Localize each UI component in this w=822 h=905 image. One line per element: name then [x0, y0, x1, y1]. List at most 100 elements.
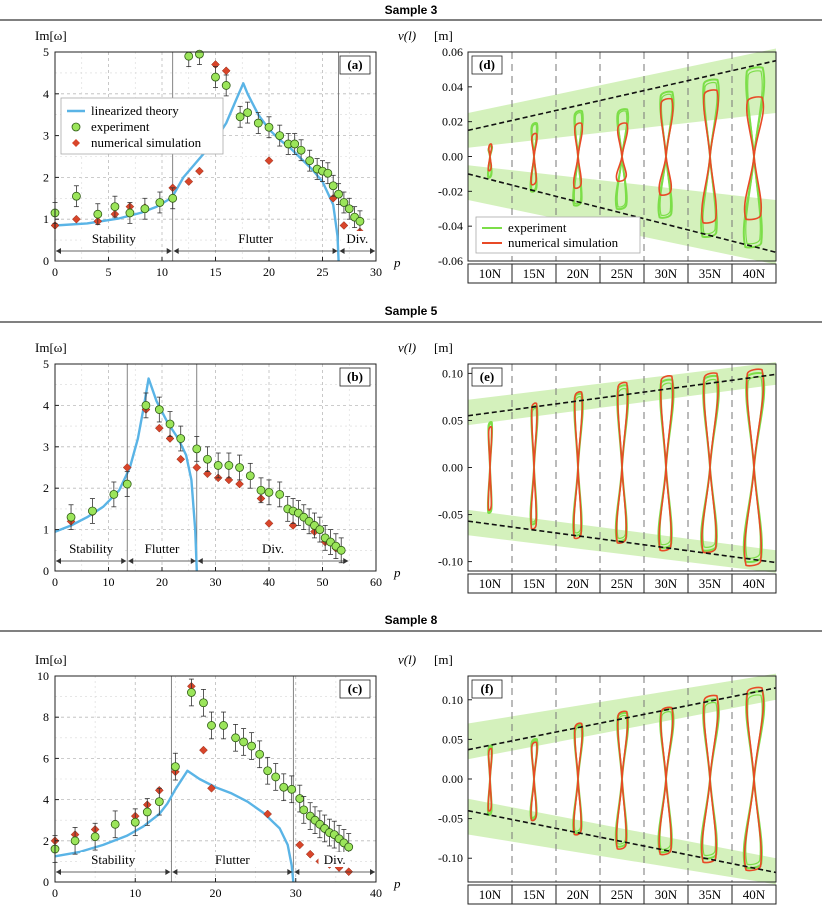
- experiment-point: [154, 405, 164, 414]
- y-tick-label: 3: [43, 440, 49, 454]
- experiment-point: [142, 807, 152, 817]
- panel-label-box: [471, 55, 503, 75]
- x-tick-label: 30: [290, 886, 302, 900]
- experiment-point: [154, 797, 164, 807]
- experiment-point: [275, 131, 285, 141]
- panel-label: (e): [480, 369, 494, 384]
- experiment-point: [296, 145, 306, 155]
- experiment-point: [195, 49, 204, 59]
- chart-panel-a: 0 5 10 15 20 25 30 0 1 2 3 4 5 Im[ω] p (a) Stability Flut…: [35, 28, 401, 279]
- region-label-bg: [135, 541, 189, 556]
- experiment-point: [247, 741, 257, 751]
- y-tick-label: 0: [43, 254, 49, 268]
- x-tick-label: 30: [370, 265, 382, 279]
- simulation-orbit: [743, 96, 765, 221]
- simulation-point: [264, 156, 274, 166]
- x-tick-label: 5: [106, 265, 112, 279]
- y-axis-unit: [m]: [434, 652, 453, 667]
- region-label: Div.: [324, 852, 346, 867]
- load-label: 40N: [743, 887, 766, 902]
- simulation-point: [264, 519, 274, 528]
- row-title-sample-5: Sample 5: [385, 304, 438, 318]
- experiment-point: [305, 156, 315, 166]
- region-arrowhead: [370, 248, 375, 254]
- simulation-orbit: [701, 372, 719, 554]
- load-label: 35N: [699, 576, 722, 591]
- simulation-orbit: [487, 747, 493, 812]
- experiment-point: [110, 202, 120, 212]
- legend-label-simulation: numerical simulation: [91, 135, 202, 150]
- simulation-point: [207, 783, 216, 793]
- load-label: 10N: [479, 266, 502, 281]
- load-cell: [731, 573, 777, 594]
- chart-panel-c: 0 10 20 30 40 0 2 4 6 8 10 Im[ω] p (c) Stability Flutte…: [35, 652, 401, 900]
- y-tick-label: 8: [43, 710, 49, 724]
- y-tick-label: 3: [43, 129, 49, 143]
- experiment-point: [221, 81, 231, 90]
- region-arrowhead: [173, 248, 179, 254]
- simulation-orbit: [487, 425, 493, 511]
- x-tick-label: 0: [52, 265, 58, 279]
- experiment-point: [170, 762, 180, 772]
- experiment-point: [264, 122, 274, 132]
- x-tick-label: 10: [129, 886, 141, 900]
- experiment-point: [207, 721, 216, 730]
- experiment-point: [203, 454, 212, 464]
- experiment-point: [224, 461, 234, 470]
- upper-band: [468, 48, 776, 148]
- load-cell: [731, 263, 777, 284]
- y-tick-label: 1: [43, 523, 49, 537]
- legend-label-experiment: experiment: [91, 119, 150, 134]
- experiment-point: [279, 782, 289, 792]
- experiment-point: [315, 525, 325, 534]
- region-label: Div.: [346, 231, 368, 246]
- y-tick-label: -0.05: [438, 508, 463, 522]
- legend-box: [475, 216, 641, 254]
- region-arrowhead: [166, 248, 172, 254]
- simulation-point: [199, 745, 208, 755]
- experiment-point: [88, 506, 97, 516]
- region-label-bg: [229, 231, 282, 246]
- y-tick-label: 5: [43, 357, 49, 371]
- x-tick-label: 10: [156, 265, 168, 279]
- region-label: Flutter: [215, 852, 250, 867]
- simulation-orbit: [615, 122, 629, 183]
- row-header-3: Sample 8: [0, 613, 822, 632]
- load-label: 20N: [567, 887, 590, 902]
- panel-label-box: [471, 679, 503, 699]
- lower-band: [468, 165, 776, 265]
- region-label: Stability: [91, 852, 136, 867]
- experiment-point: [287, 784, 297, 794]
- experiment-point: [275, 490, 285, 499]
- simulation-point: [339, 221, 349, 230]
- simulation-orbit: [701, 694, 719, 864]
- y-tick-label: 1: [43, 212, 49, 226]
- experiment-point: [66, 512, 76, 522]
- experiment-point: [125, 208, 135, 218]
- x-tick-label: 60: [370, 575, 382, 589]
- experiment-point: [192, 444, 202, 454]
- y-tick-label: 2: [43, 481, 49, 495]
- load-label: 25N: [611, 266, 634, 281]
- panel-label: (b): [347, 369, 363, 384]
- x-tick-label: 10: [103, 575, 115, 589]
- region-arrowhead: [172, 869, 178, 875]
- y-tick-label: 5: [43, 45, 49, 59]
- load-label: 40N: [743, 576, 766, 591]
- region-arrowhead: [197, 558, 203, 564]
- panel-label-box: [339, 679, 371, 699]
- lower-envelope: [467, 520, 777, 564]
- y-tick-label: 0.00: [442, 772, 463, 786]
- load-label: 25N: [611, 887, 634, 902]
- load-label: 20N: [567, 266, 590, 281]
- load-label: 15N: [523, 887, 546, 902]
- experiment-point: [290, 139, 300, 149]
- y-tick-label: -0.04: [438, 219, 463, 233]
- experiment-point: [263, 766, 273, 776]
- y-axis-unit: [m]: [434, 28, 453, 43]
- lower-envelope: [467, 173, 777, 254]
- legend-label-experiment: experiment: [508, 220, 567, 235]
- region-arrowhead: [128, 558, 134, 564]
- region-arrowhead: [339, 248, 345, 254]
- row-header-2: Sample 5: [0, 304, 822, 323]
